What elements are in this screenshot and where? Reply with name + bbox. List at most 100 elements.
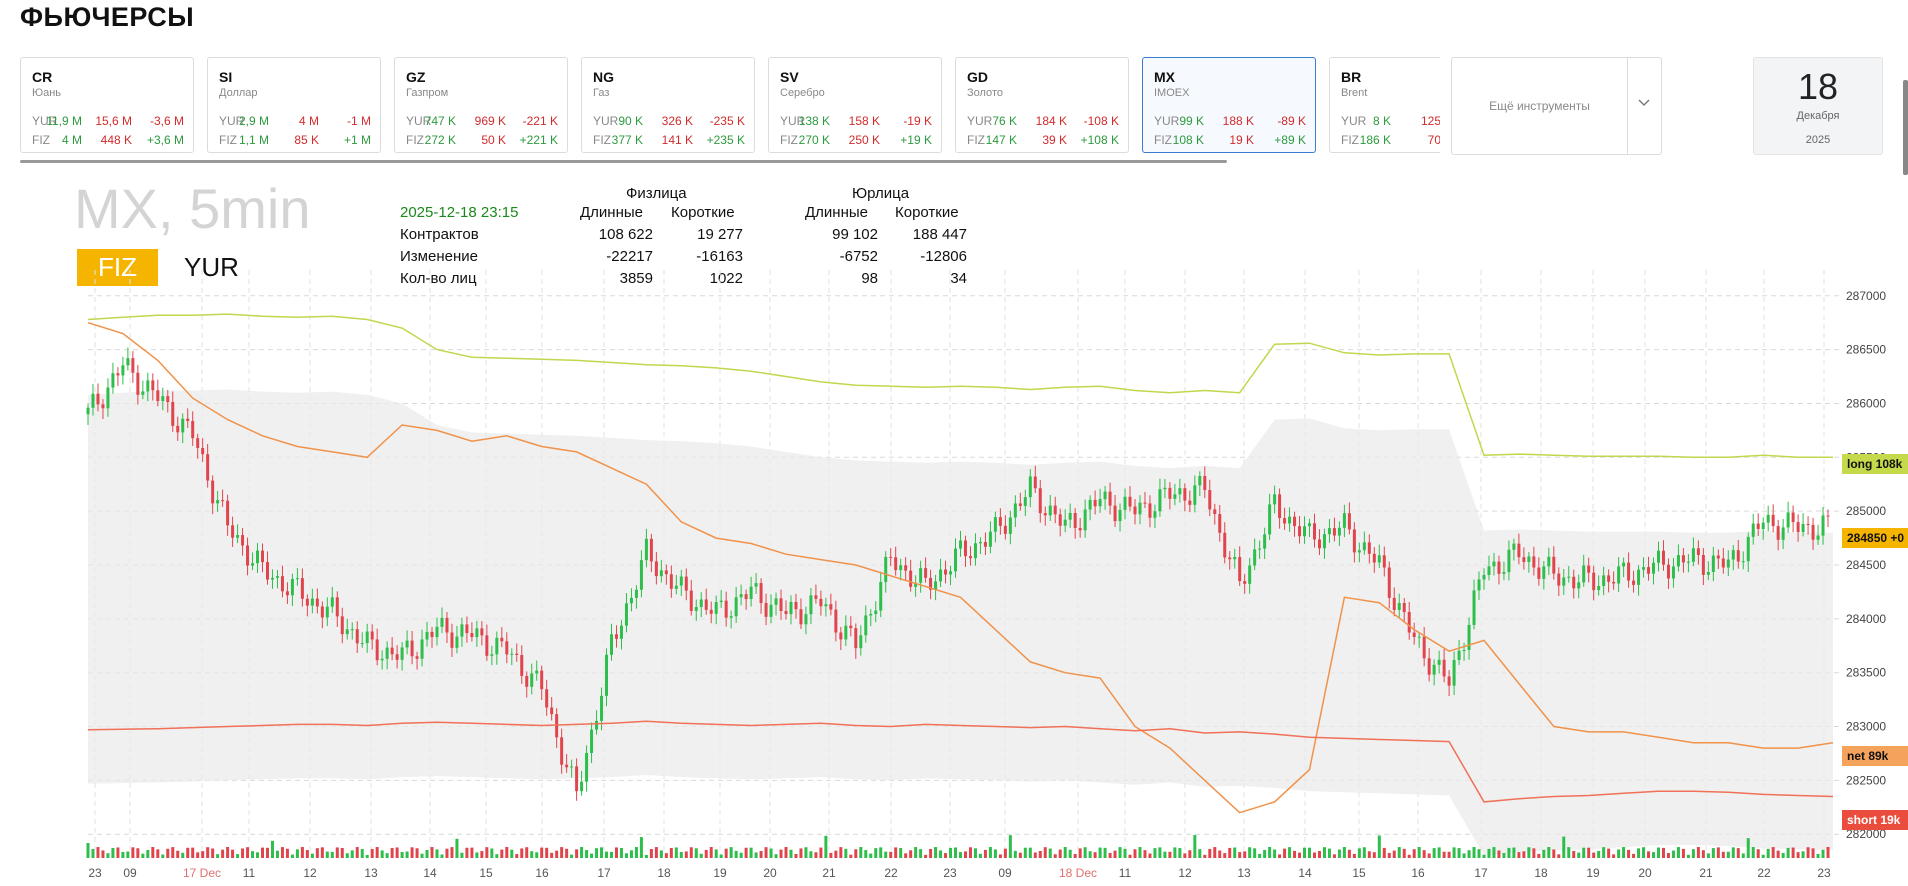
candle-body — [480, 628, 484, 636]
candle-body — [1607, 575, 1611, 582]
card-short-value: 15,6 M — [95, 114, 132, 128]
volume-bar — [1367, 851, 1371, 858]
volume-bar — [1781, 852, 1785, 858]
volume-bar — [410, 847, 414, 858]
volume-bar — [649, 848, 653, 858]
volume-bar — [1218, 850, 1222, 858]
candle-body — [1043, 513, 1047, 516]
candle-body — [659, 570, 663, 577]
volume-bar — [1352, 853, 1356, 858]
volume-bar — [1577, 852, 1581, 858]
candle-body — [1138, 502, 1142, 515]
candle-body — [674, 585, 678, 589]
volume-bar — [789, 849, 793, 858]
cards-scrollbar[interactable] — [20, 160, 1227, 163]
card-ticker: GZ — [406, 69, 426, 85]
candle-body — [998, 517, 1002, 526]
card-name: Brent — [1341, 87, 1368, 99]
volume-bar — [1168, 851, 1172, 858]
instrument-card-si[interactable]: SI Доллар YUR 2,9 M 4 M -1 M FIZ 1,1 M 85 K +1 M — [207, 57, 381, 153]
card-row-fiz: FIZ 1,1 M 85 K +1 M — [219, 133, 381, 149]
volume-bar — [899, 848, 903, 858]
instrument-card-br[interactable]: BR Brent YUR 8 K 125 FIZ 186 K 70 — [1329, 57, 1440, 153]
card-name: Серебро — [780, 87, 825, 99]
more-instruments-dropdown[interactable]: Ещё инструменты — [1451, 57, 1662, 155]
x-tick-label: 19 — [1586, 866, 1600, 880]
card-row-yur: YUR 11,9 M 15,6 M -3,6 M — [32, 114, 194, 130]
candle-body — [141, 391, 145, 395]
volume-bar — [415, 848, 419, 858]
instrument-card-sv[interactable]: SV Серебро YUR 138 K 158 K -19 K FIZ 270 K 250 K… — [768, 57, 942, 153]
x-tick-label: 17 Dec — [183, 866, 221, 880]
instrument-card-ng[interactable]: NG Газ YUR 90 K 326 K -235 K FIZ 377 K 141 K +235… — [581, 57, 755, 153]
candle-body — [1268, 504, 1272, 535]
volume-bar — [684, 851, 688, 858]
candle-body — [1088, 499, 1092, 510]
candle-body — [1647, 567, 1651, 574]
candle-body — [649, 538, 653, 562]
candle-body — [1093, 499, 1097, 507]
candle-body — [161, 396, 165, 402]
candle-body — [644, 538, 648, 561]
candle-body — [1218, 514, 1222, 533]
volume-bar — [605, 851, 609, 858]
candle-body — [1657, 550, 1660, 563]
candle-body — [799, 609, 803, 625]
volume-bar — [904, 853, 908, 858]
candle-body — [1442, 659, 1446, 677]
volume-bar — [256, 852, 260, 858]
candle-body — [1751, 523, 1755, 537]
yur-toggle-button[interactable]: YUR — [184, 252, 239, 282]
volume-bar — [96, 847, 100, 858]
candle-body — [1083, 509, 1087, 531]
candle-body — [395, 654, 399, 660]
card-row-label: YUR — [1154, 114, 1180, 128]
volume-bar — [959, 852, 962, 858]
volume-bar — [1238, 852, 1242, 858]
volume-bar — [774, 854, 778, 858]
chart-title: MX, 5min — [74, 177, 311, 240]
instrument-card-gz[interactable]: GZ Газпром YUR 747 K 969 K -221 K FIZ 272 K 50 K… — [394, 57, 568, 153]
volume-bar — [1278, 854, 1282, 858]
volume-bar — [889, 851, 893, 858]
price-chart[interactable]: 2870002865002860002855002850002845002840… — [0, 270, 1908, 886]
volume-bar — [879, 847, 883, 858]
candle-body — [734, 597, 738, 617]
candle-body — [1113, 505, 1117, 522]
candle-body — [420, 639, 424, 659]
volume-bar — [1078, 848, 1082, 858]
card-net-value: -221 K — [522, 114, 558, 128]
instrument-card-gd[interactable]: GD Золото YUR 76 K 184 K -108 K FIZ 147 K 39 K +1… — [955, 57, 1129, 153]
volume-bar — [1572, 850, 1576, 858]
volume-bar — [1562, 836, 1566, 858]
candle-body — [1477, 579, 1481, 591]
volume-bar — [614, 847, 618, 858]
candle-body — [221, 500, 225, 502]
volume-bar — [1711, 848, 1715, 858]
page-scrollbar[interactable] — [1903, 80, 1908, 175]
x-tick-label: 22 — [1757, 866, 1771, 880]
yur-header: Юрлица — [852, 185, 910, 202]
candle-body — [874, 610, 878, 614]
chevron-down-icon[interactable] — [1638, 94, 1650, 110]
instrument-card-cr[interactable]: CR Юань YUR 11,9 M 15,6 M -3,6 M FIZ 4 M 448 K +3… — [20, 57, 194, 153]
instrument-card-mx[interactable]: MX IMOEX YUR 99 K 188 K -89 K FIZ 108 K 19 K +89 … — [1142, 57, 1316, 153]
card-short-value: 448 K — [100, 133, 132, 147]
candle-body — [305, 598, 309, 606]
candle-body — [1337, 527, 1341, 536]
x-tick-label: 19 — [713, 866, 727, 880]
candle-body — [1467, 624, 1471, 650]
candle-body — [1472, 590, 1476, 625]
fiz-toggle-button[interactable]: FIZ — [77, 249, 158, 286]
volume-bar — [1507, 847, 1511, 858]
candle-body — [1706, 571, 1710, 575]
candle-body — [380, 658, 384, 661]
candle-body — [236, 535, 240, 538]
card-net-value: -3,6 M — [149, 114, 184, 128]
date-picker[interactable]: 18 Декабря 2025 — [1753, 57, 1883, 155]
candle-body — [355, 629, 359, 644]
volume-bar — [310, 853, 314, 858]
card-row-fiz: FIZ 270 K 250 K +19 K — [780, 133, 942, 149]
candle-body — [131, 358, 135, 373]
candle-body — [1756, 523, 1760, 530]
